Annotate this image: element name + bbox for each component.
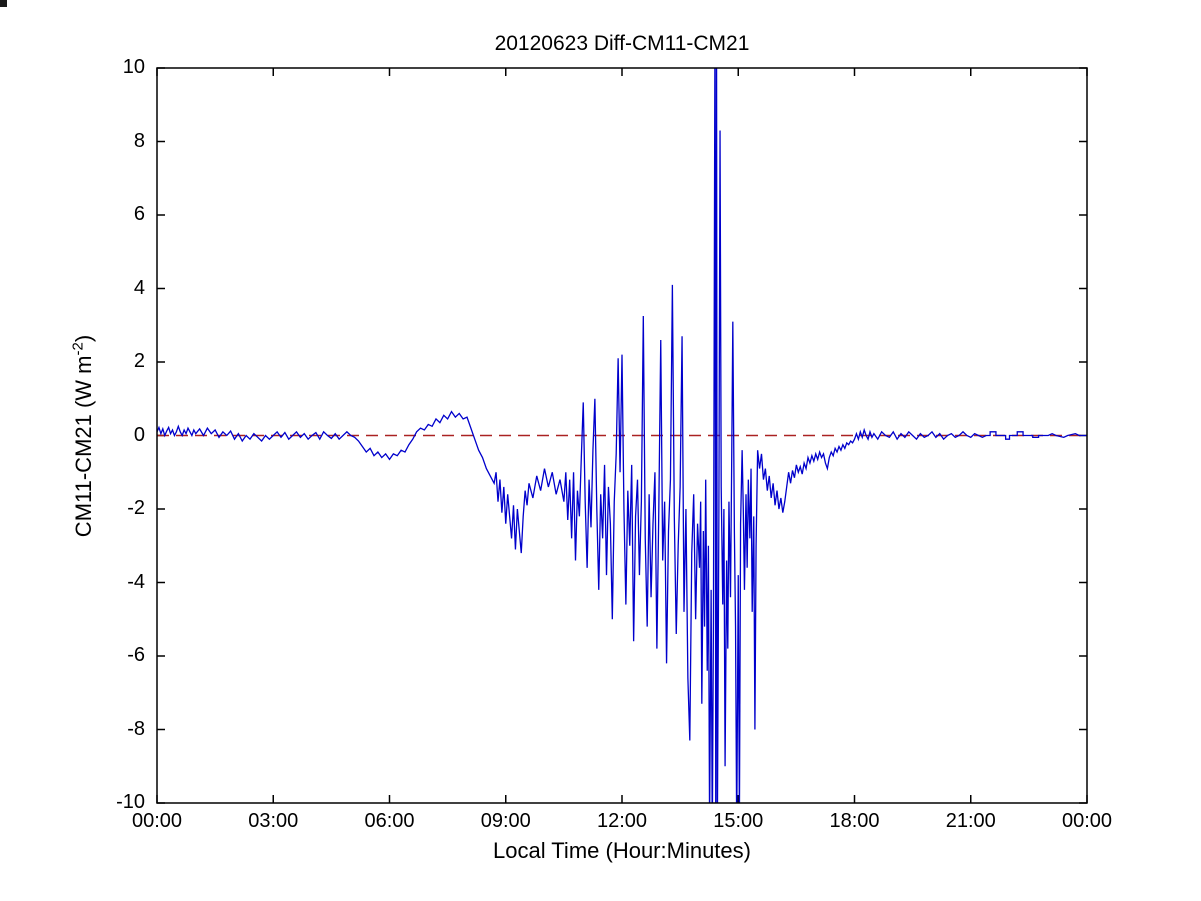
y-tick-label: 10 bbox=[122, 56, 145, 78]
x-tick-label: 21:00 bbox=[945, 810, 996, 832]
y-tick-label: 8 bbox=[133, 129, 145, 152]
x-tick-label: 09:00 bbox=[480, 810, 531, 832]
x-tick-label: 06:00 bbox=[364, 810, 415, 832]
x-tick-label: 00:00 bbox=[131, 810, 183, 832]
y-axis-label-superscript: -2 bbox=[69, 342, 87, 356]
screen-corner-artifact bbox=[0, 0, 7, 7]
x-tick-label: 00:00 bbox=[1061, 810, 1113, 832]
y-axis-label-text: CM11-CM21 (W m bbox=[71, 355, 96, 538]
x-tick-label: 15:00 bbox=[713, 810, 764, 832]
y-tick-label: -6 bbox=[127, 644, 145, 666]
chart-title: 20120623 Diff-CM11-CM21 bbox=[494, 32, 750, 55]
axes-box bbox=[156, 67, 1088, 804]
y-tick-label: 6 bbox=[133, 203, 145, 225]
y-tick-label: 2 bbox=[133, 350, 145, 372]
y-tick-label: -2 bbox=[127, 497, 145, 519]
y-tick-label: 0 bbox=[133, 423, 145, 446]
x-tick-label: 12:00 bbox=[596, 810, 648, 832]
y-tick-label: -10 bbox=[116, 791, 145, 813]
diff-cm11-cm21-trace bbox=[157, 68, 1087, 803]
y-tick-label: -8 bbox=[127, 717, 145, 740]
x-tick-label: 03:00 bbox=[248, 810, 299, 832]
axis-ticks bbox=[156, 67, 1088, 804]
x-axis-label: Local Time (Hour:Minutes) bbox=[493, 838, 751, 863]
x-tick-label: 18:00 bbox=[829, 810, 880, 832]
y-tick-label: 4 bbox=[133, 276, 145, 299]
y-axis-label-close-paren: ) bbox=[71, 334, 96, 343]
y-tick-label: -4 bbox=[127, 570, 145, 593]
